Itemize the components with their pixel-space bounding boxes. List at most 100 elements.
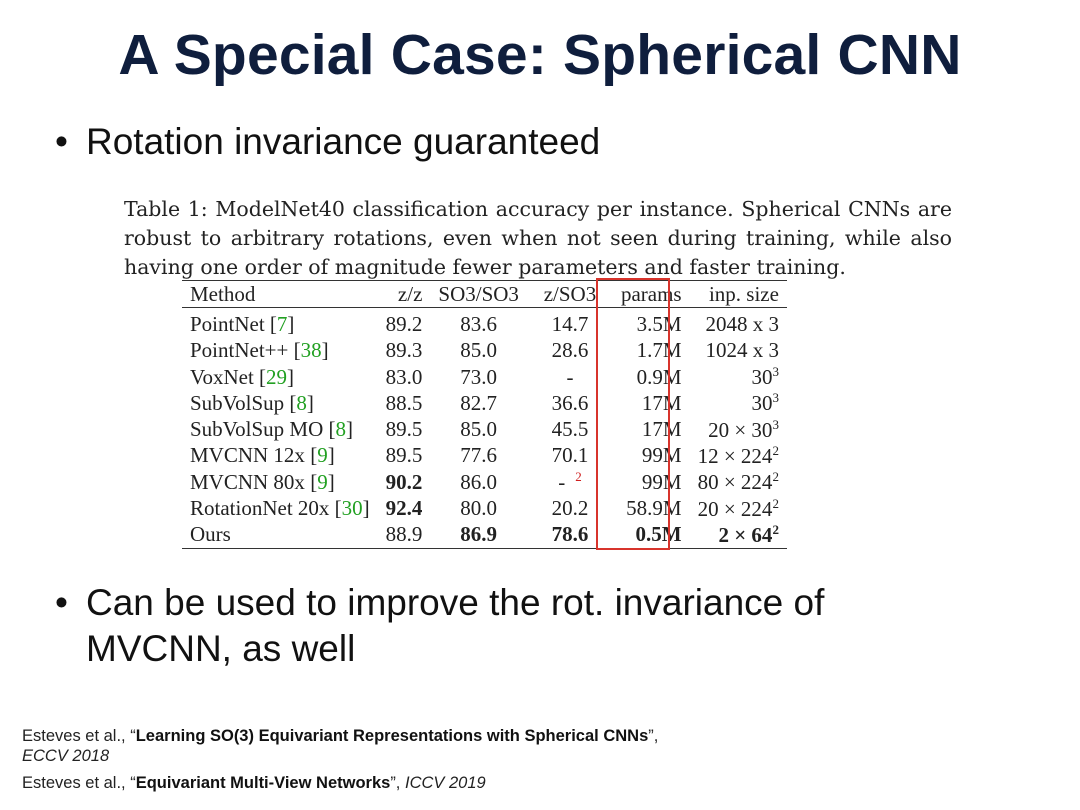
reference-title: Equivariant Multi-View Networks <box>135 774 391 792</box>
bullet-text: Can be used to improve the rot. invarian… <box>86 582 825 669</box>
citation-link[interactable]: 8 <box>335 417 347 442</box>
so3so3-cell-value: 85.0 <box>460 417 498 442</box>
zz-cell: 88.9 <box>378 522 431 549</box>
header-inp-size: inp. size <box>689 280 787 309</box>
params-cell: 99M <box>613 443 690 469</box>
zz-cell: 89.3 <box>378 338 431 364</box>
citation-link[interactable]: 29 <box>266 364 288 389</box>
method-name: SubVolSup MO <box>190 417 324 442</box>
method-name: SubVolSup <box>190 390 285 415</box>
zz-cell-value: 90.2 <box>385 469 423 494</box>
table-caption: Table 1: ModelNet40 classification accur… <box>124 197 952 279</box>
citation-bracket: ] <box>287 311 295 336</box>
method-cell: MVCNN 12x [9] <box>182 443 378 469</box>
table-row: Ours 88.9 86.9 78.6 0.5M 2 × 642 <box>182 522 787 549</box>
inp-size-cell: 20 × 2242 <box>690 495 787 521</box>
zso3-cell-value: 36.6 <box>551 390 589 415</box>
params-cell-value: 0.5M <box>635 522 682 547</box>
method-cell: VoxNet [29] <box>182 364 378 390</box>
header-so3so3: SO3/SO3 <box>430 280 527 309</box>
zso3-cell: 78.6 <box>527 522 613 549</box>
method-cell: Ours <box>182 522 378 549</box>
zz-cell-value: 89.2 <box>385 311 423 336</box>
method-cell: SubVolSup MO [8] <box>182 416 378 442</box>
zso3-cell-value: 78.6 <box>551 522 589 547</box>
inp-size-value: 30 <box>751 391 773 416</box>
zso3-cell-value: 20.2 <box>551 496 589 521</box>
citation-bracket: [ <box>284 390 297 415</box>
inp-size-cell: 2048 x 3 <box>690 308 787 338</box>
citation-bracket: ] <box>287 364 295 389</box>
params-cell: 17M <box>613 390 690 416</box>
method-cell: RotationNet 20x [30] <box>182 495 378 521</box>
so3so3-cell-value: 86.0 <box>460 469 498 494</box>
method-cell: SubVolSup [8] <box>182 390 378 416</box>
reference-authors: Esteves et al., “ <box>22 727 136 745</box>
inp-size-value: 30 <box>751 365 773 390</box>
params-cell-value: 1.7M <box>636 338 682 363</box>
params-cell: 0.9M <box>613 364 690 390</box>
inp-size-value: 20 × 30 <box>708 417 773 442</box>
method-name: VoxNet <box>190 364 254 389</box>
citation-bracket: ] <box>327 443 335 468</box>
table-row: MVCNN 12x [9] 89.5 77.6 70.1 99M 12 × 2242 <box>182 443 787 469</box>
table-row: SubVolSup [8] 88.5 82.7 36.6 17M 303 <box>182 390 787 416</box>
zz-cell: 89.2 <box>378 308 431 338</box>
reference-2: Esteves et al., “Equivariant Multi-View … <box>22 773 682 793</box>
citation-bracket: ] <box>346 417 353 442</box>
table-header-row: Method z/z SO3/SO3 z/SO3 params inp. siz… <box>182 280 787 309</box>
reference-venue: ICCV 2019 <box>404 774 486 792</box>
so3so3-cell: 77.6 <box>430 443 527 469</box>
zso3-cell-value: 14.7 <box>551 311 589 336</box>
method-cell: PointNet [7] <box>182 308 378 338</box>
citation-bracket: ] <box>306 390 314 415</box>
inp-size-cell: 12 × 2242 <box>690 443 787 469</box>
inp-size-value: 2 × 64 <box>718 522 773 547</box>
inp-size-value: 80 × 224 <box>697 470 773 495</box>
so3so3-cell: 86.9 <box>430 522 527 549</box>
method-name: PointNet <box>190 311 265 336</box>
method-name: Ours <box>190 522 231 547</box>
zz-cell: 88.5 <box>378 390 431 416</box>
inp-size-cell: 80 × 2242 <box>690 469 787 495</box>
so3so3-cell-value: 85.0 <box>460 338 498 363</box>
zz-cell-value: 89.5 <box>385 417 423 442</box>
zso3-cell-value: 28.6 <box>551 338 589 363</box>
citation-link[interactable]: 9 <box>317 469 328 494</box>
zz-cell: 92.4 <box>378 495 431 521</box>
bullet-text: Rotation invariance guaranteed <box>86 121 601 162</box>
method-name: MVCNN 80x <box>190 469 305 494</box>
citation-bracket: [ <box>329 496 342 521</box>
slide-title: A Special Case: Spherical CNN <box>118 23 962 87</box>
so3so3-cell: 83.6 <box>430 308 527 338</box>
citation-link[interactable]: 7 <box>276 311 288 336</box>
reference-authors: Esteves et al., “ <box>22 774 136 792</box>
bullet-dot: • <box>55 121 68 162</box>
zz-cell-value: 88.5 <box>385 390 423 415</box>
inp-size-exponent: 3 <box>772 416 779 432</box>
zz-cell-value: 89.3 <box>385 338 423 363</box>
inp-size-exponent: 2 <box>772 442 779 458</box>
citation-link[interactable]: 9 <box>317 443 328 468</box>
inp-size-cell: 2 × 642 <box>690 522 787 549</box>
params-cell: 0.5M <box>613 522 690 549</box>
inp-size-exponent: 2 <box>772 495 779 511</box>
citation-bracket: [ <box>253 364 267 389</box>
reference-1: Esteves et al., “Learning SO(3) Equivari… <box>22 726 682 766</box>
params-cell-value: 99M <box>641 469 682 494</box>
table-row: RotationNet 20x [30] 92.4 80.0 20.2 58.9M 20 … <box>182 495 787 521</box>
zz-cell: 89.5 <box>378 416 431 442</box>
citation-link[interactable]: 30 <box>341 496 363 521</box>
citation-link[interactable]: 38 <box>300 338 322 363</box>
params-cell: 3.5M <box>613 308 690 338</box>
footnote-mark: 2 <box>575 469 582 485</box>
zso3-cell: 14.7 <box>527 308 613 338</box>
so3so3-cell: 80.0 <box>430 495 527 521</box>
citation-link[interactable]: 8 <box>296 390 307 415</box>
params-cell-value: 0.9M <box>636 364 682 389</box>
inp-size-exponent: 3 <box>772 390 779 406</box>
inp-size-value: 20 × 224 <box>697 496 773 521</box>
so3so3-cell-value: 73.0 <box>460 364 498 389</box>
header-zz: z/z <box>377 280 431 309</box>
so3so3-cell: 86.0 <box>430 469 527 495</box>
